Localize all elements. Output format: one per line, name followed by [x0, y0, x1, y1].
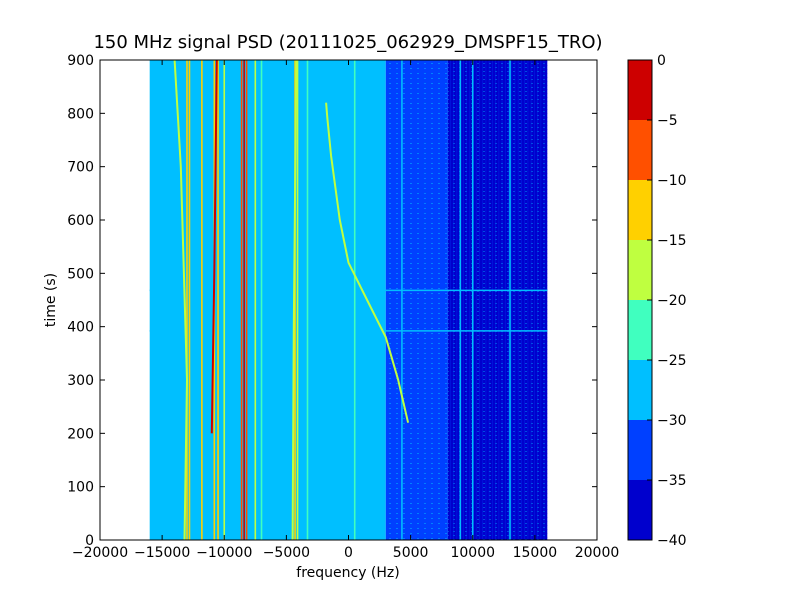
doppler-curves-layer [173, 60, 410, 540]
doppler-curve [210, 60, 218, 434]
y-tick-label: 800 [67, 106, 94, 122]
x-tick-label: 5000 [393, 545, 429, 561]
interference-layer [149, 289, 548, 332]
colorbar-tick-label: −5 [657, 113, 678, 129]
y-tick-label: 200 [67, 426, 94, 442]
noise-texture [447, 60, 548, 540]
carrier-lines-layer [186, 60, 511, 540]
y-tick-label: 600 [67, 213, 94, 229]
colorbar-segment [628, 360, 652, 420]
colorbar-tick-label: 0 [657, 53, 666, 69]
colorbar: −40 −35 −30 −25 −20 −15 −10 −5 0 [627, 53, 687, 549]
y-tick-label: 500 [67, 266, 94, 282]
y-tick-label: 100 [67, 480, 94, 496]
colorbar-tick-label: −15 [657, 233, 687, 249]
x-tick-label: 20000 [575, 545, 620, 561]
chart-title: 150 MHz signal PSD (20111025_062929_DMSP… [93, 32, 602, 53]
colorbar-tick-label: −20 [657, 293, 687, 309]
x-tick-label: −15000 [134, 545, 190, 561]
plot-area [149, 60, 548, 540]
y-tick-label: 300 [67, 373, 94, 389]
noise-texture-layer [385, 60, 548, 540]
x-tick-label: 15000 [513, 545, 558, 561]
colorbar-segment [628, 420, 652, 480]
colorbar-segment [628, 120, 652, 180]
colorbar-segment [628, 480, 652, 540]
doppler-curve [291, 60, 298, 540]
colorbar-tick-label: −30 [657, 413, 687, 429]
colorbar-segment [628, 300, 652, 360]
colorbar-segment [628, 240, 652, 300]
x-tick-label: −20000 [72, 545, 128, 561]
x-axis-label: frequency (Hz) [296, 565, 399, 581]
colorbar-tick-label: −40 [657, 533, 687, 549]
x-axis: −20000 −15000 −10000 −5000 0 5000 10000 15000 20… [72, 60, 619, 561]
y-tick-label: 700 [67, 160, 94, 176]
y-tick-label: 0 [85, 533, 94, 549]
colorbar-tick-label: −35 [657, 473, 687, 489]
colorbar-tick-label: −25 [657, 353, 687, 369]
x-tick-label: −10000 [196, 545, 252, 561]
colorbar-segment [628, 60, 652, 120]
doppler-curve [173, 60, 189, 540]
doppler-curve [325, 102, 410, 423]
y-axis: 0 100 200 300 400 500 600 700 800 900 [67, 53, 597, 549]
x-tick-label: 0 [344, 545, 353, 561]
colorbar-tick-label: −10 [657, 173, 687, 189]
noise-texture [385, 60, 448, 540]
y-tick-label: 400 [67, 320, 94, 336]
y-axis-label: time (s) [43, 273, 59, 327]
x-tick-label: 10000 [450, 545, 495, 561]
x-tick-label: −5000 [263, 545, 310, 561]
colorbar-segment [628, 180, 652, 240]
y-tick-label: 900 [67, 53, 94, 69]
